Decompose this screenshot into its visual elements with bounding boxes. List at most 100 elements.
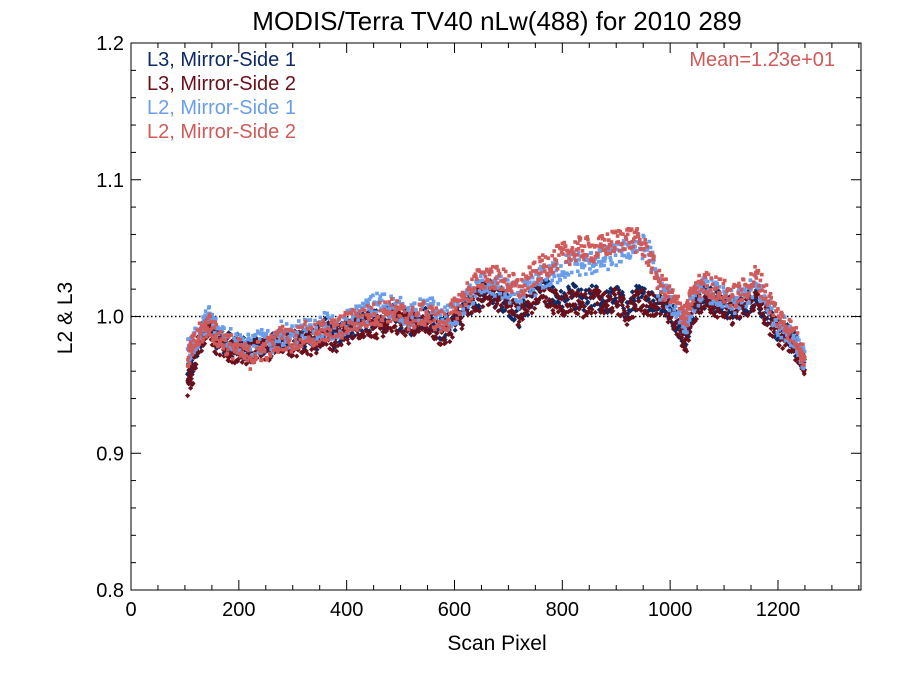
data-point	[476, 308, 483, 314]
data-point	[320, 334, 325, 338]
data-point	[283, 327, 288, 332]
data-point	[449, 324, 453, 329]
data-point	[193, 361, 199, 367]
data-point	[207, 329, 211, 334]
data-point	[475, 281, 480, 286]
data-point	[699, 288, 703, 292]
data-point	[483, 273, 487, 277]
data-point	[474, 277, 479, 281]
data-point	[667, 308, 672, 313]
data-point	[339, 323, 344, 328]
data-point	[198, 327, 203, 331]
data-point	[630, 248, 635, 252]
data-point	[755, 271, 760, 275]
data-point	[199, 330, 203, 335]
data-point	[257, 337, 262, 342]
data-point	[216, 331, 221, 336]
data-point	[621, 296, 627, 302]
data-point	[776, 333, 780, 337]
data-point	[345, 311, 350, 316]
data-point	[451, 305, 455, 309]
data-point	[495, 264, 499, 269]
data-point	[638, 237, 642, 242]
data-point	[692, 284, 697, 289]
data-point	[706, 279, 710, 284]
data-point	[398, 295, 403, 300]
data-point	[344, 330, 349, 335]
data-point	[633, 239, 638, 244]
data-point	[749, 272, 753, 276]
data-point	[734, 303, 738, 308]
data-point	[711, 299, 716, 304]
data-point	[409, 303, 414, 307]
data-point	[582, 263, 587, 268]
data-point	[306, 338, 311, 342]
data-point	[246, 348, 251, 353]
data-point	[545, 278, 551, 285]
data-point	[194, 347, 198, 351]
data-point	[189, 364, 195, 370]
data-point	[449, 334, 456, 340]
data-point	[740, 310, 746, 316]
data-point	[647, 307, 653, 313]
data-point	[564, 253, 569, 257]
data-point	[383, 300, 387, 304]
data-point	[681, 339, 687, 345]
data-point	[211, 335, 216, 340]
data-point	[321, 322, 326, 326]
data-point	[697, 294, 702, 299]
data-point	[660, 304, 666, 310]
data-point	[612, 286, 619, 292]
data-point	[356, 314, 361, 319]
y-tick-label: 1.0	[96, 307, 124, 329]
data-point	[459, 326, 465, 332]
data-point	[762, 315, 768, 321]
data-point	[456, 302, 460, 307]
data-point	[605, 232, 610, 236]
data-point	[764, 283, 769, 287]
data-point	[607, 238, 611, 242]
data-point	[771, 329, 777, 335]
data-point	[785, 336, 790, 340]
data-point	[499, 274, 503, 279]
data-point	[555, 280, 560, 285]
data-point	[317, 339, 321, 344]
data-point	[708, 301, 713, 306]
data-point	[232, 336, 236, 341]
data-point	[735, 284, 739, 288]
data-point	[382, 307, 387, 312]
data-point	[507, 301, 512, 305]
data-point	[573, 258, 578, 263]
data-point	[297, 334, 303, 340]
data-point	[769, 295, 774, 300]
data-point	[601, 248, 606, 253]
data-point	[296, 329, 303, 335]
data-point	[786, 328, 790, 332]
data-point	[437, 323, 442, 328]
data-point	[250, 352, 255, 357]
data-point	[754, 300, 760, 306]
y-tick-label: 1.1	[96, 170, 124, 192]
data-point	[378, 294, 383, 299]
data-point	[292, 347, 296, 352]
data-point	[691, 287, 696, 292]
data-point	[295, 331, 300, 335]
data-point	[189, 344, 194, 348]
data-point	[614, 303, 621, 309]
data-point	[252, 360, 257, 365]
data-point	[249, 356, 253, 360]
data-point	[336, 335, 340, 340]
data-point	[526, 286, 530, 291]
data-point	[508, 287, 513, 291]
data-point	[389, 294, 393, 299]
data-point	[369, 310, 374, 314]
data-point	[572, 301, 578, 308]
data-point	[704, 277, 708, 281]
data-point	[571, 251, 576, 256]
data-point	[755, 291, 761, 297]
data-point	[489, 267, 493, 271]
data-point	[333, 348, 340, 354]
data-point	[546, 256, 550, 261]
data-point	[255, 346, 259, 351]
data-point	[682, 313, 686, 317]
